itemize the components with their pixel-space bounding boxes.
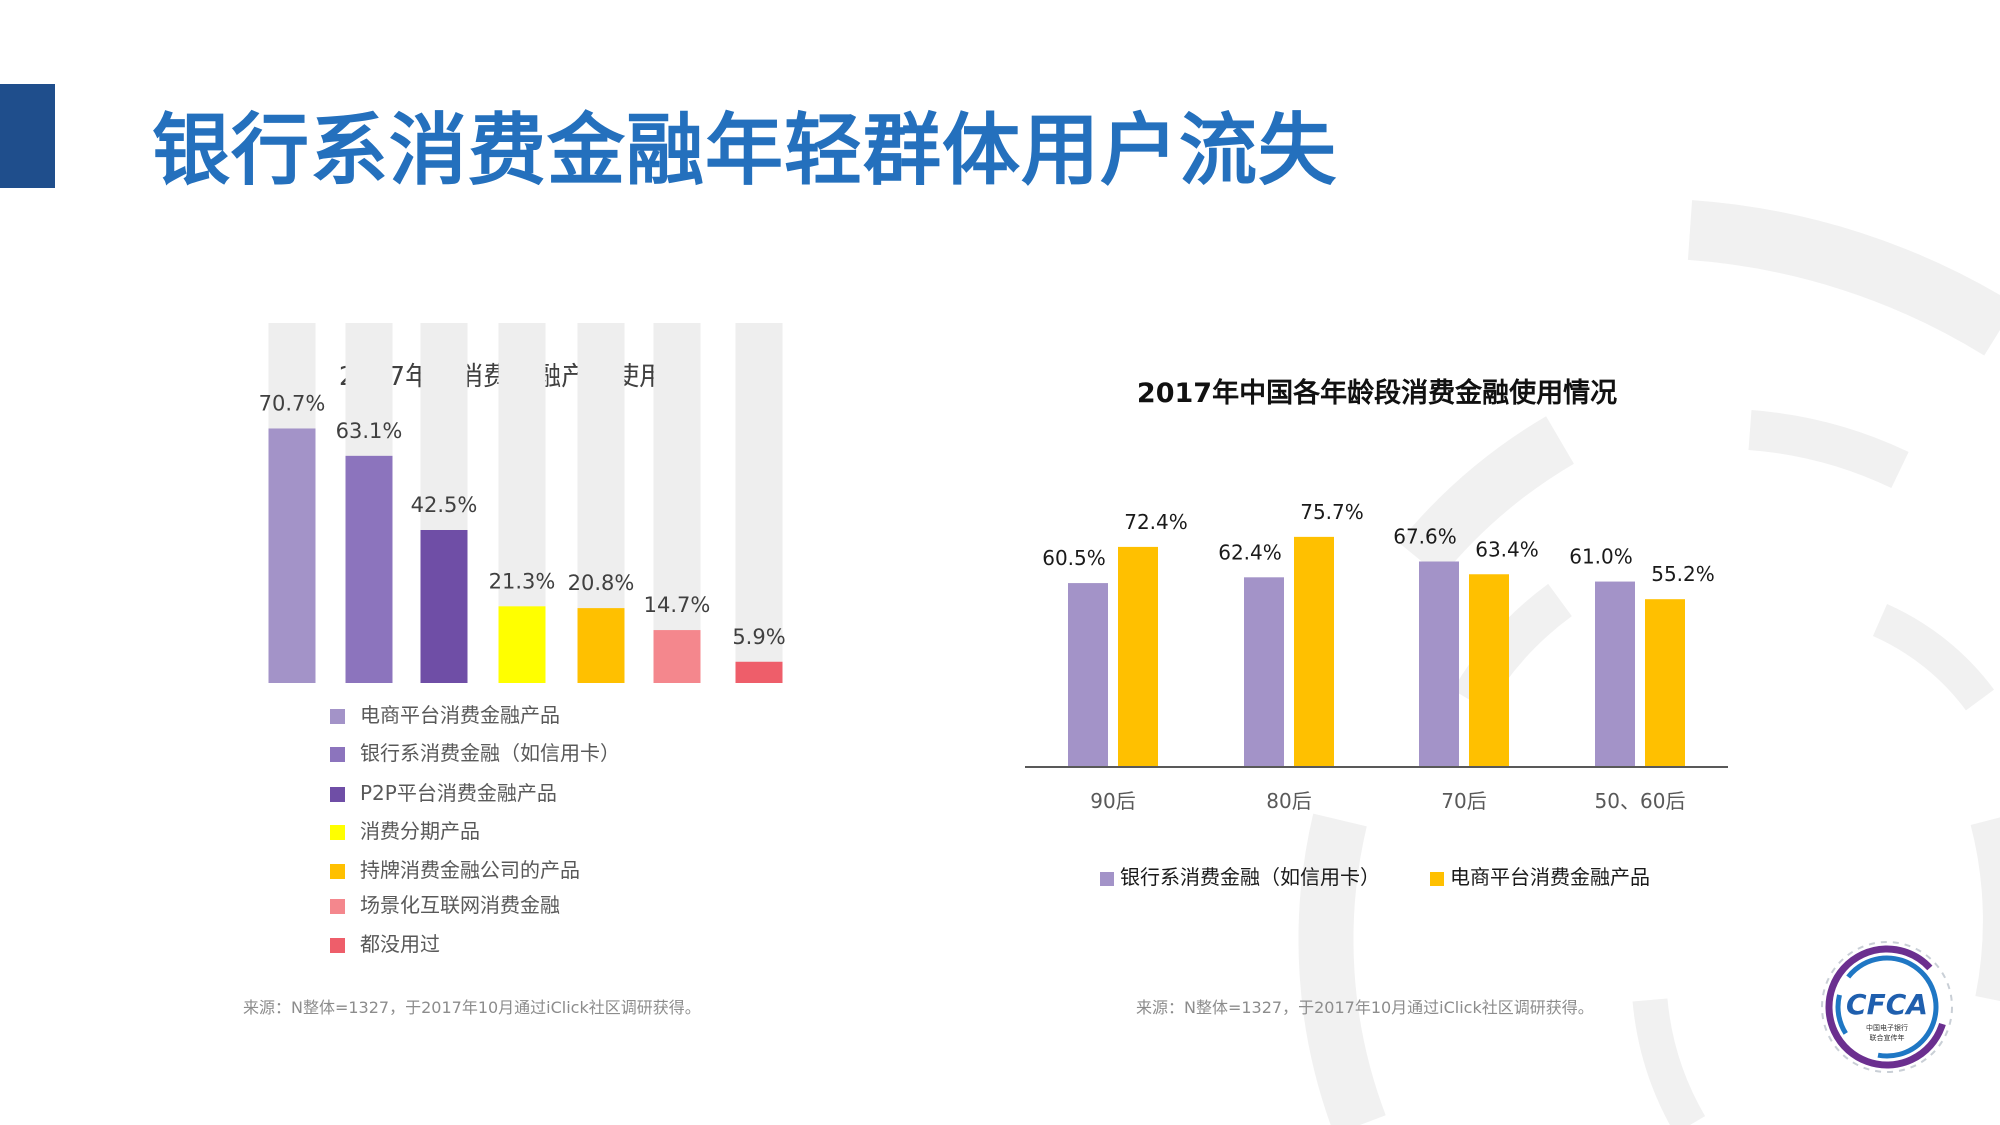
chart2-value-label: 72.4% (1124, 510, 1188, 534)
legend-swatch (330, 825, 345, 840)
legend-label: 都没用过 (360, 932, 440, 956)
legend-label: 持牌消费金融公司的产品 (360, 858, 580, 882)
chart1-value-label: 42.5% (411, 493, 478, 517)
chart2-value-label: 60.5% (1042, 546, 1106, 570)
svg-text:CFCA: CFCA (1846, 988, 1928, 1021)
chart1-bar (735, 661, 783, 683)
chart1-value-label: 20.8% (568, 571, 635, 595)
legend-swatch (330, 709, 345, 724)
legend-label: 银行系消费金融（如信用卡） (1120, 865, 1380, 889)
chart2-bar (1118, 546, 1158, 767)
chart2-bar (1294, 536, 1334, 767)
chart1-value-label: 5.9% (732, 625, 785, 649)
chart1-bar (577, 608, 625, 683)
legend-label: 消费分期产品 (360, 819, 480, 843)
chart1-bar (653, 630, 701, 683)
chart2-bar (1645, 599, 1685, 767)
svg-text:中国电子银行: 中国电子银行 (1866, 1023, 1908, 1032)
legend-swatch (330, 864, 345, 879)
chart2-bar (1419, 561, 1459, 767)
legend-swatch (330, 787, 345, 802)
legend-label: 电商平台消费金融产品 (360, 703, 560, 727)
legend-swatch (1100, 872, 1114, 886)
chart2-bar (1469, 574, 1509, 767)
cfca-logo: CFCA 中国电子银行 联合宣传年 (1821, 941, 1953, 1073)
chart1-bar (268, 428, 316, 683)
title-accent-bar (0, 84, 55, 188)
chart2-tick-label: 70后 (1441, 789, 1486, 813)
chart2-bar (1244, 577, 1284, 767)
legend-swatch (1430, 872, 1444, 886)
chart1-bar-background (735, 323, 783, 683)
chart2-value-label: 62.4% (1218, 540, 1282, 564)
legend-label: 电商平台消费金融产品 (1450, 865, 1650, 889)
chart2-bar (1595, 581, 1635, 767)
chart2-value-label: 63.4% (1475, 537, 1539, 561)
chart1-value-label: 63.1% (336, 419, 403, 443)
legend-label: 银行系消费金融（如信用卡） (360, 741, 620, 765)
chart2-value-label: 75.7% (1300, 500, 1364, 524)
chart2-value-label: 67.6% (1393, 524, 1457, 548)
legend-swatch (330, 747, 345, 762)
chart2-tick-label: 80后 (1266, 789, 1311, 813)
chart2-source: 来源：N整体=1327，于2017年10月通过iClick社区调研获得。 (1136, 998, 1594, 1017)
chart1-bar (345, 455, 393, 683)
chart2-value-label: 61.0% (1569, 545, 1633, 569)
chart1-bar-background (653, 323, 701, 683)
chart2-tick-label: 50、60后 (1595, 789, 1686, 813)
chart1-source: 来源：N整体=1327，于2017年10月通过iClick社区调研获得。 (243, 998, 701, 1017)
legend-label: 场景化互联网消费金融 (360, 893, 560, 917)
chart1-bar (420, 530, 468, 683)
legend-swatch (330, 938, 345, 953)
chart1-value-label: 14.7% (644, 593, 711, 617)
chart2-value-label: 55.2% (1651, 562, 1715, 586)
chart2-tick-label: 90后 (1090, 789, 1135, 813)
legend-label: P2P平台消费金融产品 (360, 781, 557, 805)
chart1-bar (498, 606, 546, 683)
svg-text:联合宣传年: 联合宣传年 (1870, 1033, 1905, 1042)
legend-swatch (330, 899, 345, 914)
chart2-title: 2017年中国各年龄段消费金融使用情况 (1137, 377, 1617, 409)
chart1-value-label: 70.7% (259, 391, 326, 415)
slide-title: 银行系消费金融年轻群体用户流失 (152, 106, 1338, 196)
chart2-bar (1068, 583, 1108, 767)
chart1-value-label: 21.3% (489, 569, 556, 593)
